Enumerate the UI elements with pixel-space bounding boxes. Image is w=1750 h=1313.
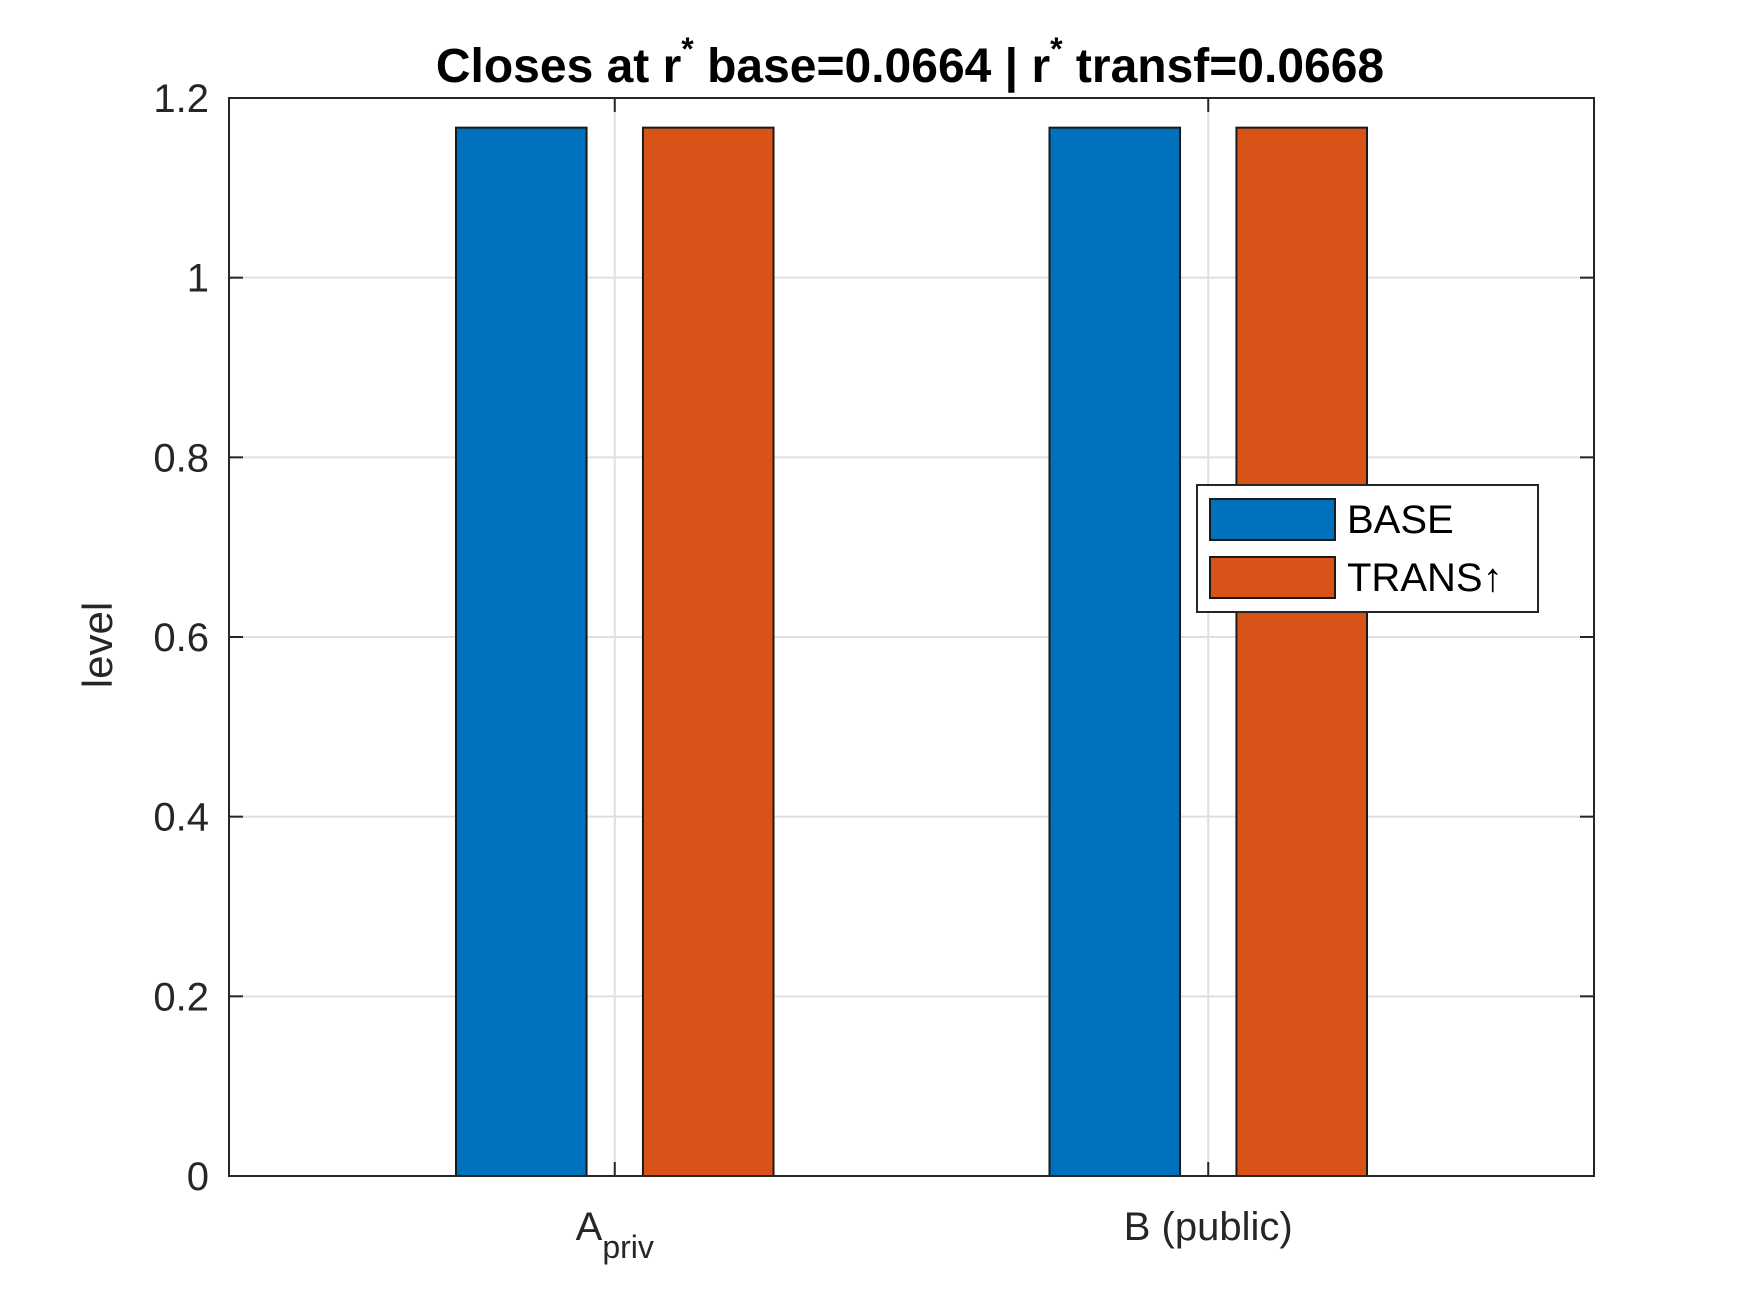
- y-tick-labels: 0 0.2 0.4 0.6 0.8 1 1.2: [153, 77, 209, 1199]
- bar-base-2: [1048, 126, 1182, 1177]
- y-tick-label: 0.2: [153, 975, 209, 1019]
- y-axis-label: level: [74, 602, 121, 688]
- legend-swatch: [1209, 498, 1336, 541]
- y-tick-label: 0.4: [153, 796, 209, 840]
- legend-label: BASE: [1347, 498, 1454, 542]
- y-tick-label: 0.8: [153, 436, 209, 480]
- y-tick-label: 1: [187, 257, 209, 301]
- grid-lines: [229, 98, 1594, 1176]
- bars: [455, 126, 1368, 1177]
- bar-trans-2: [1235, 126, 1368, 1177]
- x-tick-label: Apriv: [576, 1205, 654, 1265]
- bar-base-1: [455, 126, 588, 1177]
- y-tick-label: 1.2: [153, 77, 209, 121]
- x-tick-labels: Apriv B (public): [576, 1205, 1293, 1265]
- y-tick-label: 0: [187, 1155, 209, 1199]
- x-tick-label: B (public): [1124, 1205, 1293, 1249]
- axis-ticks: [229, 97, 1594, 1177]
- legend-swatch: [1209, 556, 1336, 599]
- bar-trans-1: [641, 126, 775, 1177]
- y-tick-label: 0.6: [153, 616, 209, 660]
- legend-label: TRANS↑: [1347, 556, 1503, 600]
- legend: BASE TRANS↑: [1196, 484, 1539, 613]
- chart-title: Closes at r* base=0.0664 | r* transf=0.0…: [436, 31, 1384, 93]
